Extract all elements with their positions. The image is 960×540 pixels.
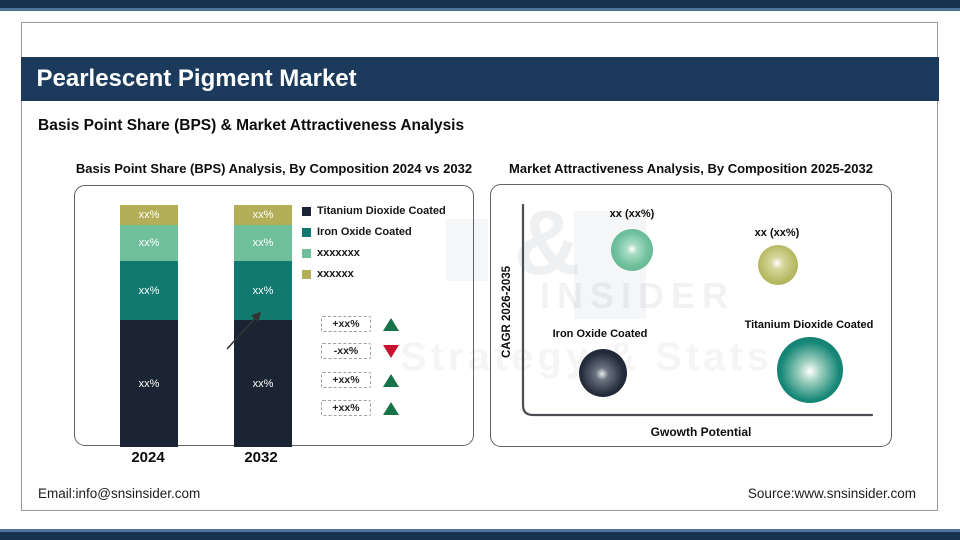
change-row: +xx% (321, 372, 399, 388)
bubble-iron-oxide (579, 349, 627, 397)
bar-segment-olive: xx% (120, 205, 178, 225)
legend-label: Iron Oxide Coated (317, 226, 412, 238)
footer-source: Source:www.snsinsider.com (747, 486, 916, 501)
x-axis-label: Gwowth Potential (650, 425, 752, 439)
bar-segment-navy: xx% (120, 320, 178, 447)
up-triangle-icon (383, 317, 399, 331)
page-title: Pearlescent Pigment Market (36, 65, 357, 92)
bubble-label: Titanium Dioxide Coated (744, 319, 874, 331)
change-row: +xx% (321, 400, 399, 416)
legend-item: Titanium Dioxide Coated (302, 204, 446, 218)
growth-arrow-icon (226, 311, 262, 350)
top-accent-line (0, 8, 960, 11)
bar-value-label: xx% (252, 377, 274, 390)
footer-email: Email:info@snsinsider.com (38, 486, 201, 501)
bubble-olive (758, 245, 798, 285)
bottom-accent-line (0, 529, 960, 532)
up-triangle-icon (383, 373, 399, 387)
bar-value-label: xx% (138, 237, 160, 249)
bar-segment-teal: xx% (234, 261, 292, 320)
bar-value-label: xx% (138, 209, 160, 221)
bar-segment-mint: xx% (120, 225, 178, 261)
year-label-2032: 2032 (244, 449, 278, 466)
bar-value-label: xx% (138, 284, 160, 297)
legend-item: xxxxxx (302, 267, 354, 281)
bar-segment-mint: xx% (234, 225, 292, 261)
legend-swatch-navy (302, 206, 311, 216)
change-value-box: +xx% (321, 400, 371, 416)
legend-label: Titanium Dioxide Coated (317, 205, 446, 217)
bubble-label: Iron Oxide Coated (552, 328, 648, 340)
change-value-box: +xx% (321, 316, 371, 332)
up-triangle-icon (383, 401, 399, 415)
bubble-label: xx (xx%) (609, 208, 655, 220)
bar-segment-olive: xx% (234, 205, 292, 225)
bar-value-label: xx% (138, 377, 160, 390)
legend-swatch-olive (302, 269, 311, 279)
change-value-box: -xx% (321, 343, 371, 359)
bar-value-label: xx% (252, 237, 274, 249)
year-label-2024: 2024 (131, 449, 165, 466)
title-bar: Pearlescent Pigment Market (20, 57, 939, 101)
bps-chart-title: Basis Point Share (BPS) Analysis, By Com… (75, 161, 473, 176)
content-card: & INSIDER Strategy & Stats Pearlescent P… (20, 22, 939, 511)
change-value-box: +xx% (321, 372, 371, 388)
legend-swatch-mint (302, 248, 311, 258)
legend-label: xxxxxx (317, 268, 354, 280)
bar-segment-navy: xx% (234, 320, 292, 447)
top-brand-strip (0, 0, 960, 8)
bubble-label: xx (xx%) (754, 227, 800, 239)
bps-chart-panel: xx% xx% xx% xx% xx% xx% xx% xx% (74, 185, 474, 447)
bubble-mint (611, 229, 653, 271)
bar-value-label: xx% (252, 284, 274, 297)
page-subtitle: Basis Point Share (BPS) & Market Attract… (38, 117, 465, 134)
y-axis-label: CAGR 2026-2035 (501, 265, 513, 359)
down-triangle-icon (383, 344, 399, 358)
stacked-bar-2024: xx% xx% xx% xx% (120, 205, 178, 447)
bubble-titanium-dioxide (777, 337, 843, 403)
bar-value-label: xx% (252, 209, 274, 221)
change-row: +xx% (321, 316, 399, 332)
legend-item: Iron Oxide Coated (302, 225, 412, 239)
change-row: -xx% (321, 343, 399, 359)
stacked-bar-2032: xx% xx% xx% xx% (234, 205, 292, 447)
bottom-brand-strip (0, 531, 960, 540)
axes-lines (521, 203, 874, 417)
attractiveness-chart-title: Market Attractiveness Analysis, By Compo… (509, 161, 873, 176)
attractiveness-chart-panel: CAGR 2026-2035 Gwowth Potential xx (xx%)… (490, 184, 892, 447)
legend-swatch-teal (302, 227, 311, 237)
legend-item: xxxxxxx (302, 246, 360, 260)
legend-label: xxxxxxx (317, 247, 360, 259)
bar-segment-teal: xx% (120, 261, 178, 320)
